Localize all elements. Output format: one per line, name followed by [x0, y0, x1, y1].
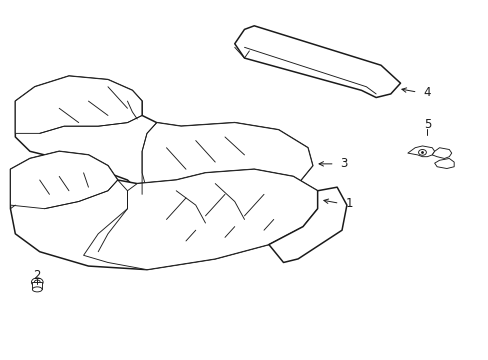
Polygon shape	[142, 123, 312, 205]
Polygon shape	[407, 146, 434, 157]
Text: 5: 5	[423, 118, 430, 131]
Ellipse shape	[32, 287, 42, 292]
Polygon shape	[268, 187, 346, 262]
Polygon shape	[434, 158, 453, 168]
Polygon shape	[32, 282, 42, 289]
Polygon shape	[431, 148, 451, 158]
Polygon shape	[83, 169, 317, 270]
Polygon shape	[10, 151, 317, 270]
Text: 3: 3	[340, 157, 347, 170]
Polygon shape	[15, 76, 142, 134]
Text: 4: 4	[423, 86, 430, 99]
Polygon shape	[15, 76, 312, 205]
Text: 2: 2	[34, 269, 41, 282]
Polygon shape	[234, 26, 400, 98]
Text: 1: 1	[345, 197, 352, 210]
Polygon shape	[10, 151, 118, 209]
